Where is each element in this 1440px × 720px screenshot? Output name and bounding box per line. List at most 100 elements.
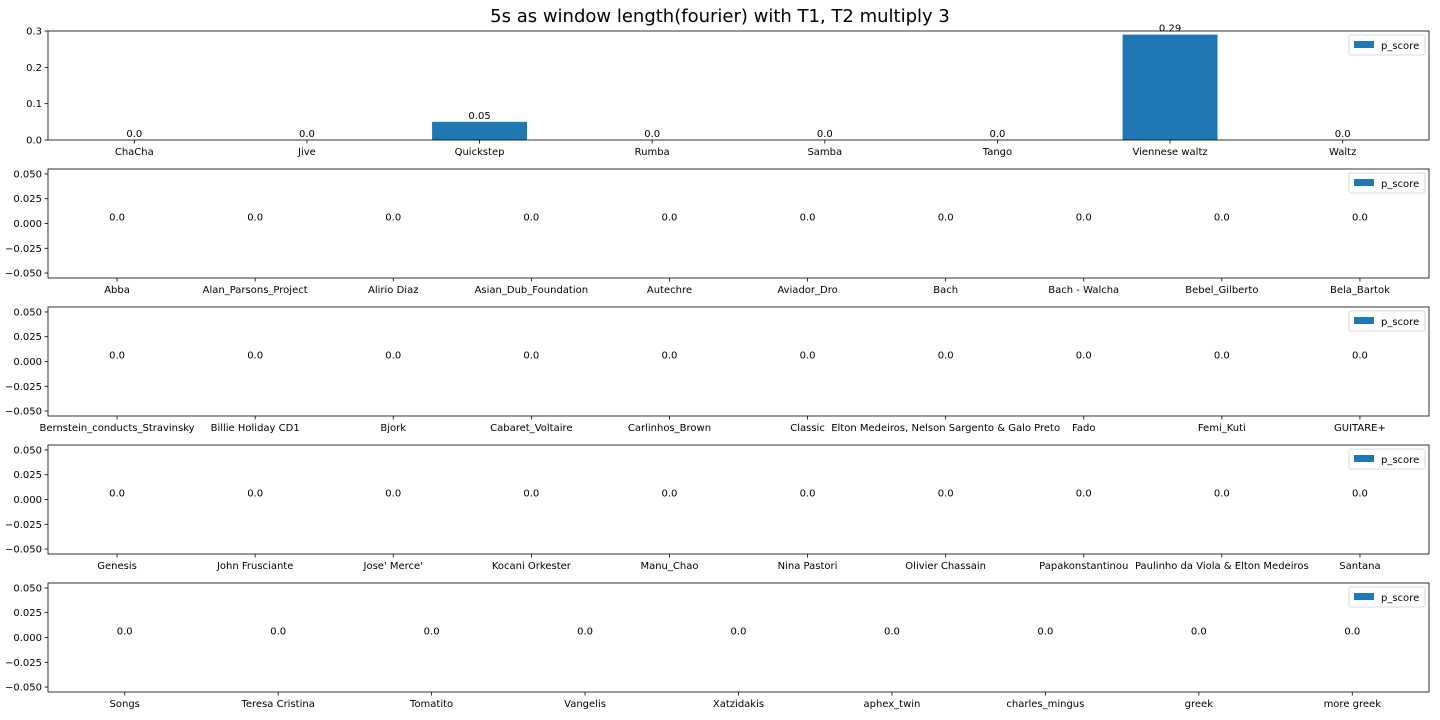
axes-frame xyxy=(47,306,1430,417)
legend-label: p_score xyxy=(1381,41,1419,52)
data-label: 0.0 xyxy=(661,213,677,224)
data-label: 0.0 xyxy=(385,351,401,362)
y-tick-label: 0.0 xyxy=(26,136,42,147)
x-tick-label: Billie Holiday CD1 xyxy=(211,423,300,434)
x-tick-label: Paulinho da Viola & Elton Medeiros xyxy=(1135,561,1309,572)
legend-box xyxy=(1348,34,1426,56)
x-tick-label: Abba xyxy=(104,285,130,296)
data-label: 0.0 xyxy=(938,213,954,224)
y-tick-label: −0.050 xyxy=(5,407,42,418)
axes-frame xyxy=(47,582,1430,693)
data-label: 0.0 xyxy=(109,489,125,500)
x-tick-label: Autechre xyxy=(647,285,692,296)
x-tick-label: Nina Pastori xyxy=(778,561,838,572)
x-tick-label: more greek xyxy=(1324,699,1382,710)
legend-label: p_score xyxy=(1381,179,1419,190)
subplot-3: 0.0 0.0 0.0 0.0 0.0 0.0 0.0 0.0 0.0 0.0 0.050 0.025… xyxy=(5,306,1430,434)
x-tick-label: Bach xyxy=(933,285,958,296)
x-tick-label: Bernstein_conducts_Stravinsky xyxy=(40,423,195,434)
data-label: 0.0 xyxy=(1191,627,1207,638)
x-tick-label: GUITARE+ xyxy=(1334,423,1386,434)
data-label: 0.0 xyxy=(1076,351,1092,362)
data-label: 0.0 xyxy=(385,489,401,500)
y-tick-label: 0.1 xyxy=(26,99,42,110)
y-tick-label: 0.025 xyxy=(13,608,42,619)
data-label: 0.0 xyxy=(800,489,816,500)
x-tick-label: Jose' Merce' xyxy=(363,561,423,572)
x-tick-label: Femi_Kuti xyxy=(1198,423,1246,434)
legend-swatch xyxy=(1354,455,1374,462)
y-tick-label: −0.050 xyxy=(5,545,42,556)
data-label: 0.0 xyxy=(126,129,142,140)
y-tick-label: −0.050 xyxy=(5,269,42,280)
x-tick-label: Cabaret_Voltaire xyxy=(490,423,572,434)
x-tick-label: Manu_Chao xyxy=(640,561,698,572)
legend-swatch xyxy=(1354,179,1374,186)
data-label: 0.0 xyxy=(117,627,133,638)
data-label: 0.0 xyxy=(424,627,440,638)
data-label: 0.0 xyxy=(247,489,263,500)
data-label: 0.0 xyxy=(577,627,593,638)
data-label: 0.0 xyxy=(1352,351,1368,362)
data-label: 0.0 xyxy=(800,351,816,362)
y-tick-label: 0.000 xyxy=(13,219,42,230)
x-tick-label: Alirio Diaz xyxy=(368,285,418,296)
x-tick-label: Vangelis xyxy=(564,699,606,710)
x-tick-label: John Frusciante xyxy=(216,561,293,572)
data-label: 0.0 xyxy=(247,351,263,362)
x-tick-label: Tomatito xyxy=(409,699,453,710)
y-tick-label: −0.025 xyxy=(5,244,42,255)
y-tick-label: 0.025 xyxy=(13,194,42,205)
data-label: 0.0 xyxy=(938,351,954,362)
legend-box xyxy=(1348,448,1426,470)
x-tick-label: Xatzidakis xyxy=(713,699,764,710)
legend-label: p_score xyxy=(1381,455,1419,466)
x-tick-label: charles_mingus xyxy=(1006,699,1084,710)
x-tick-label: Teresa Cristina xyxy=(240,699,314,710)
x-tick-label: Samba xyxy=(807,147,842,158)
x-tick-label: aphex_twin xyxy=(863,699,920,710)
x-tick-label: Papakonstantinou xyxy=(1039,561,1128,572)
figure-title: 5s as window length(fourier) with T1, T2… xyxy=(490,6,950,27)
x-tick-label: Genesis xyxy=(97,561,137,572)
x-tick-label: ChaCha xyxy=(115,147,154,158)
subplot-4: 0.0 0.0 0.0 0.0 0.0 0.0 0.0 0.0 0.0 0.0 0.050 0.025… xyxy=(5,444,1430,572)
data-label: 0.0 xyxy=(1214,351,1230,362)
data-label: 0.0 xyxy=(989,129,1005,140)
data-label: 0.0 xyxy=(523,351,539,362)
data-label: 0.0 xyxy=(523,489,539,500)
x-tick-label: Classic xyxy=(790,423,825,434)
subplot-5: 0.0 0.0 0.0 0.0 0.0 0.0 0.0 0.0 0.0 0.050 0.025 0.0… xyxy=(5,582,1430,710)
legend-swatch xyxy=(1354,593,1374,600)
x-tick-label: Asian_Dub_Foundation xyxy=(475,285,589,296)
y-tick-label: 0.000 xyxy=(13,357,42,368)
data-label: 0.0 xyxy=(270,627,286,638)
data-label: 0.0 xyxy=(1335,129,1351,140)
data-label: 0.0 xyxy=(884,627,900,638)
x-tick-label: Santana xyxy=(1339,561,1380,572)
data-label: 0.0 xyxy=(247,213,263,224)
x-tick-label: Quickstep xyxy=(455,147,505,158)
y-tick-label: −0.025 xyxy=(5,658,42,669)
data-label: 0.0 xyxy=(1214,489,1230,500)
y-tick-label: 0.025 xyxy=(13,470,42,481)
bar-3 xyxy=(432,121,528,140)
y-tick-label: 0.025 xyxy=(13,332,42,343)
data-label: 0.0 xyxy=(109,213,125,224)
data-label: 0.29 xyxy=(1159,24,1181,35)
y-tick-label: 0.3 xyxy=(26,27,42,38)
y-tick-label: 0.050 xyxy=(13,583,42,594)
data-label: 0.0 xyxy=(1214,213,1230,224)
y-tick-label: 0.050 xyxy=(13,169,42,180)
x-tick-label: Songs xyxy=(110,699,140,710)
subplot-1: 0.0 0.0 0.05 0.0 0.0 0.0 0.29 0.0 0.0 0.1 0.2 0.3 Ch… xyxy=(26,24,1430,158)
y-tick-label: 0.050 xyxy=(13,307,42,318)
data-label: 0.0 xyxy=(385,213,401,224)
data-label: 0.0 xyxy=(800,213,816,224)
data-label: 0.0 xyxy=(1352,213,1368,224)
data-label: 0.0 xyxy=(1076,213,1092,224)
y-tick-label: 0.000 xyxy=(13,633,42,644)
x-tick-label: Jive xyxy=(297,147,316,158)
y-tick-label: 0.2 xyxy=(26,63,42,74)
